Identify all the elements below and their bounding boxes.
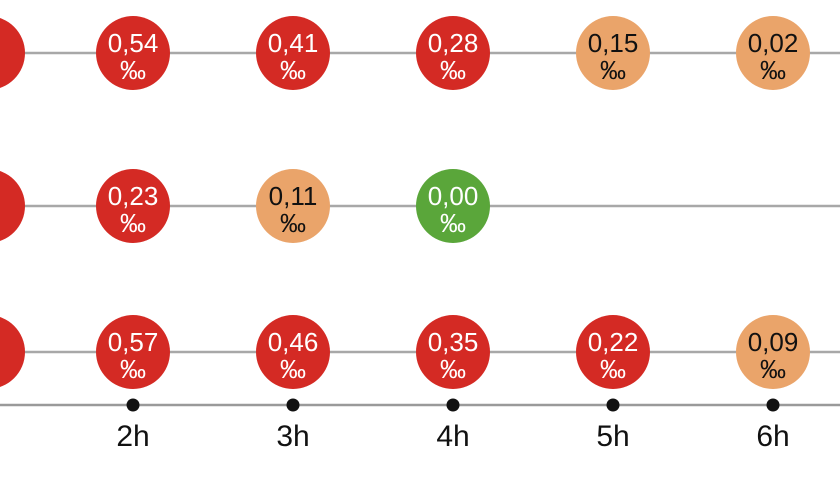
axis-tick-label: 6h	[756, 420, 789, 453]
bubble-unit: ‰	[280, 55, 306, 85]
value-bubble: 0,57‰	[96, 315, 170, 389]
bubble-unit: ‰	[600, 55, 626, 85]
bubble-value: 0,54	[108, 28, 159, 58]
bubble-circle	[576, 315, 650, 389]
value-bubble: 0,23‰	[96, 169, 170, 243]
bubble-unit: ‰	[280, 354, 306, 384]
bubble-unit: ‰	[600, 354, 626, 384]
bubble-value: 0,41	[268, 28, 319, 58]
bubble-unit: ‰	[440, 354, 466, 384]
bubble-unit: ‰	[120, 208, 146, 238]
bubble-circle	[96, 315, 170, 389]
bubble-value: 0,57	[108, 327, 159, 357]
value-bubble: 0,46‰	[256, 315, 330, 389]
bubble-circle	[256, 16, 330, 90]
bubble-unit: ‰	[120, 55, 146, 85]
bubble-value: 0,15	[588, 28, 639, 58]
value-bubble: 0,09‰	[736, 315, 810, 389]
axis-tick-dot	[126, 398, 140, 412]
axis-tick-dot	[446, 398, 460, 412]
value-bubble: 0,00‰	[416, 169, 490, 243]
bubble-value: 0,35	[428, 327, 479, 357]
axis-tick-label: 2h	[116, 420, 149, 453]
bubble-value: 0,00	[428, 181, 479, 211]
axis-tick-label: 4h	[436, 420, 469, 453]
bubble-circle	[736, 16, 810, 90]
bubble-value: 0,11	[269, 181, 318, 211]
bubble-circle	[416, 169, 490, 243]
bubble-circle	[96, 169, 170, 243]
axis-tick-label: 3h	[276, 420, 309, 453]
axis-tick-dot	[766, 398, 780, 412]
value-bubble: 0,22‰	[576, 315, 650, 389]
cropped-bubble	[0, 317, 25, 387]
value-bubble: 0,35‰	[416, 315, 490, 389]
bubble-circle	[736, 315, 810, 389]
axis-tick-dot	[286, 398, 300, 412]
value-bubble: 0,41‰	[256, 16, 330, 90]
bubble-circle	[416, 315, 490, 389]
bubble-value: 0,02	[748, 28, 799, 58]
axis-tick-dot	[606, 398, 620, 412]
bubble-circle	[416, 16, 490, 90]
value-bubble: 0,28‰	[416, 16, 490, 90]
bubble-unit: ‰	[120, 354, 146, 384]
value-bubble: 0,02‰	[736, 16, 810, 90]
axis-tick-label: 5h	[596, 420, 629, 453]
cropped-bubble	[0, 171, 25, 241]
bubble-circle	[576, 16, 650, 90]
bubble-unit: ‰	[760, 354, 786, 384]
value-bubble: 0,54‰	[96, 16, 170, 90]
bubble-value: 0,28	[428, 28, 479, 58]
bubble-value: 0,23	[108, 181, 159, 211]
bubble-circle	[256, 315, 330, 389]
bubble-unit: ‰	[280, 208, 306, 238]
value-bubble: 0,15‰	[576, 16, 650, 90]
bubble-value: 0,22	[588, 327, 639, 357]
bubble-unit: ‰	[440, 55, 466, 85]
bubble-unit: ‰	[760, 55, 786, 85]
bubble-circle	[256, 169, 330, 243]
value-bubble: 0,11‰	[256, 169, 330, 243]
cropped-bubble	[0, 18, 25, 88]
bubble-circle	[96, 16, 170, 90]
bubble-unit: ‰	[440, 208, 466, 238]
bubble-value: 0,09	[748, 327, 799, 357]
bubble-value: 0,46	[268, 327, 319, 357]
